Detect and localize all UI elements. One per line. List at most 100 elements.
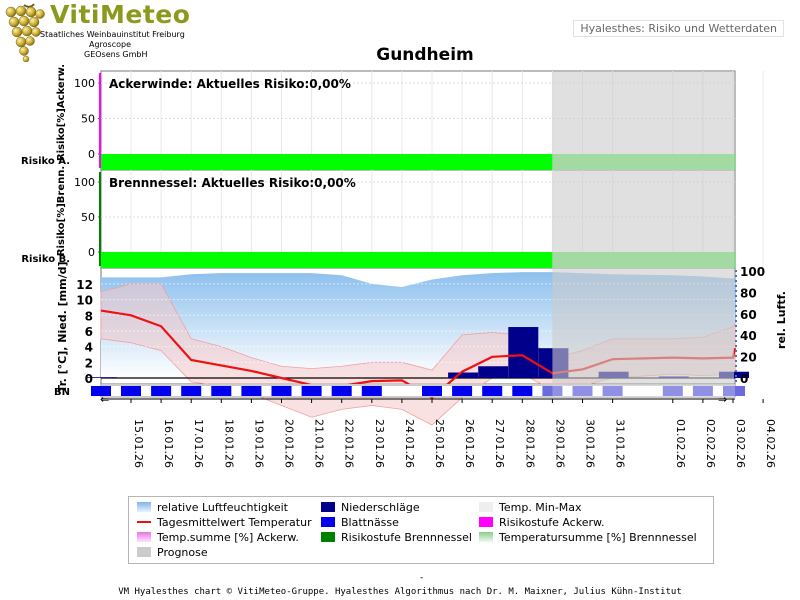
legend-swatch — [479, 517, 493, 527]
leaf-wetness-bar — [211, 386, 232, 396]
legend-swatch — [137, 517, 151, 527]
legend-label: Temp. Min-Max — [499, 501, 582, 514]
legend-item: Temp. Min-Max — [479, 501, 582, 514]
x-tick-label: 18.01.26 — [222, 419, 235, 468]
chart-title: Gundheim — [376, 45, 474, 65]
legend-label: relative Luftfeuchtigkeit — [157, 501, 288, 514]
x-tick-label: 22.01.26 — [343, 419, 356, 468]
legend-item: Niederschläge — [321, 501, 420, 514]
x-tick-label: 17.01.26 — [192, 419, 205, 468]
leaf-wetness-bar — [271, 386, 292, 396]
leaf-wetness-bar — [361, 386, 382, 396]
legend-label: Temperatursumme [%] Brennnessel — [499, 531, 697, 544]
weather-ytick-right: 100 — [740, 265, 765, 279]
x-tick-label: 27.01.26 — [493, 419, 506, 468]
leaf-wetness-bar — [331, 386, 352, 396]
weather-ytick-right: 60 — [740, 308, 757, 322]
brennnessel-ytick: 50 — [81, 211, 95, 224]
brennnessel-ytick: 100 — [74, 176, 95, 189]
vitimeteo-logo: VitiMeteo Staatliches Weinbauinstitut Fr… — [2, 0, 192, 62]
x-tick-label: 23.01.26 — [373, 419, 386, 468]
leaf-wetness-bar — [422, 386, 442, 396]
legend-item: Prognose — [137, 546, 208, 559]
ackerwinde-ytick: 0 — [88, 148, 95, 161]
brennnessel-row-label: Risiko B. — [21, 254, 70, 265]
leaf-wetness-row-label: BN — [54, 387, 70, 398]
legend-label: Blattnässe — [341, 516, 399, 529]
x-tick-label: 31.01.26 — [614, 419, 627, 468]
ackerwinde-risk-label: Ackerwinde: Aktuelles Risiko:0,00% — [109, 77, 351, 91]
weather-ytick-left: 10 — [76, 294, 93, 308]
leaf-wetness-bar — [151, 386, 172, 396]
precip-bar — [448, 372, 479, 378]
x-tick-label: 29.01.26 — [553, 419, 566, 468]
weather-ytick-right: 40 — [740, 329, 757, 343]
ackerwinde-ytick: 50 — [81, 113, 95, 126]
leaf-wetness-bar — [572, 386, 593, 396]
logo-line-geosens: GEOsens GmbH — [84, 50, 148, 59]
brennnessel-ytick: 0 — [88, 246, 95, 259]
weather-ytick-right: 0 — [740, 372, 748, 386]
leaf-wetness-bar — [512, 386, 533, 396]
legend-item: Temperatursumme [%] Brennnessel — [479, 531, 697, 544]
weather-ytick-right: 80 — [740, 286, 757, 300]
header-badge: Hyalesthes: Risiko und Wetterdaten — [573, 20, 784, 37]
weather-ytick-left: 0 — [85, 372, 93, 386]
legend-item: Risikostufe Brennnessel — [321, 531, 472, 544]
leaf-wetness-bar — [121, 386, 141, 396]
legend-swatch — [479, 502, 493, 512]
leaf-wetness-bar — [725, 386, 745, 396]
footer-dash: - — [420, 573, 424, 583]
legend-label: Temp.summe [%] Ackerw. — [157, 531, 299, 544]
forecast-shade — [552, 72, 734, 383]
legend-item: Temp.summe [%] Ackerw. — [137, 531, 299, 544]
logo-line-agroscope: Agroscope — [89, 40, 132, 49]
brennnessel-risk-band — [101, 252, 553, 268]
legend-label: Prognose — [157, 546, 208, 559]
legend-item: Tagesmittelwert Temperatur — [137, 516, 312, 529]
x-tick-label: 20.01.26 — [283, 419, 296, 468]
legend-swatch — [137, 532, 151, 542]
legend-item: Blattnässe — [321, 516, 399, 529]
x-tick-label: 03.02.26 — [734, 419, 747, 468]
leaf-wetness-bar — [181, 386, 202, 396]
brennnessel-ylabel: Risiko[%]Brenn. — [56, 166, 67, 256]
x-tick-label: 02.02.26 — [704, 419, 717, 468]
leaf-wetness-bar — [482, 386, 503, 396]
leaf-wetness-forecast — [552, 385, 735, 397]
precip-bar — [87, 377, 117, 378]
x-tick-label: 28.01.26 — [523, 419, 536, 468]
x-tick-label: 21.01.26 — [313, 419, 326, 468]
legend-item: Risikostufe Ackerw. — [479, 516, 604, 529]
weather-ytick-right: 20 — [740, 351, 757, 365]
leaf-wetness-bar — [452, 386, 473, 396]
leaf-wetness-bar — [91, 386, 111, 396]
x-scroll-right-arrow: ⇒ — [718, 393, 727, 406]
legend-swatch — [137, 502, 151, 512]
leaf-wetness-bar — [542, 386, 563, 396]
x-tick-label: 04.02.26 — [764, 419, 777, 468]
x-tick-label: 15.01.26 — [132, 419, 145, 468]
weather-ytick-left: 4 — [85, 341, 93, 355]
x-tick-label: 19.01.26 — [252, 419, 265, 468]
ackerwinde-risk-band — [101, 154, 553, 170]
ackerwinde-ytick: 100 — [74, 77, 95, 90]
leaf-wetness-bar — [301, 386, 322, 396]
weather-ytick-left: 6 — [85, 325, 93, 339]
weather-ytick-left: 2 — [85, 356, 93, 370]
legend-label: Tagesmittelwert Temperatur — [157, 516, 312, 529]
x-scroll-left-arrow: ⇐ — [100, 393, 109, 406]
chart-legend: relative Luftfeuchtigkeit Niederschläge Te… — [128, 496, 714, 564]
logo-wordmark: VitiMeteo — [50, 0, 191, 29]
weather-ytick-left: 12 — [76, 278, 93, 292]
brennnessel-risk-label: Brennnessel: Aktuelles Risiko:0,00% — [109, 176, 356, 190]
leaf-wetness-bar — [662, 386, 683, 396]
x-tick-label: 26.01.26 — [463, 419, 476, 468]
logo-line-institute: Staatliches Weinbauinstitut Freiburg — [40, 30, 185, 39]
leaf-wetness-bar — [602, 386, 623, 396]
legend-swatch — [321, 502, 335, 512]
leaf-wetness-bar — [241, 386, 262, 396]
legend-label: Risikostufe Ackerw. — [499, 516, 605, 529]
x-tick-label: 16.01.26 — [162, 419, 175, 468]
